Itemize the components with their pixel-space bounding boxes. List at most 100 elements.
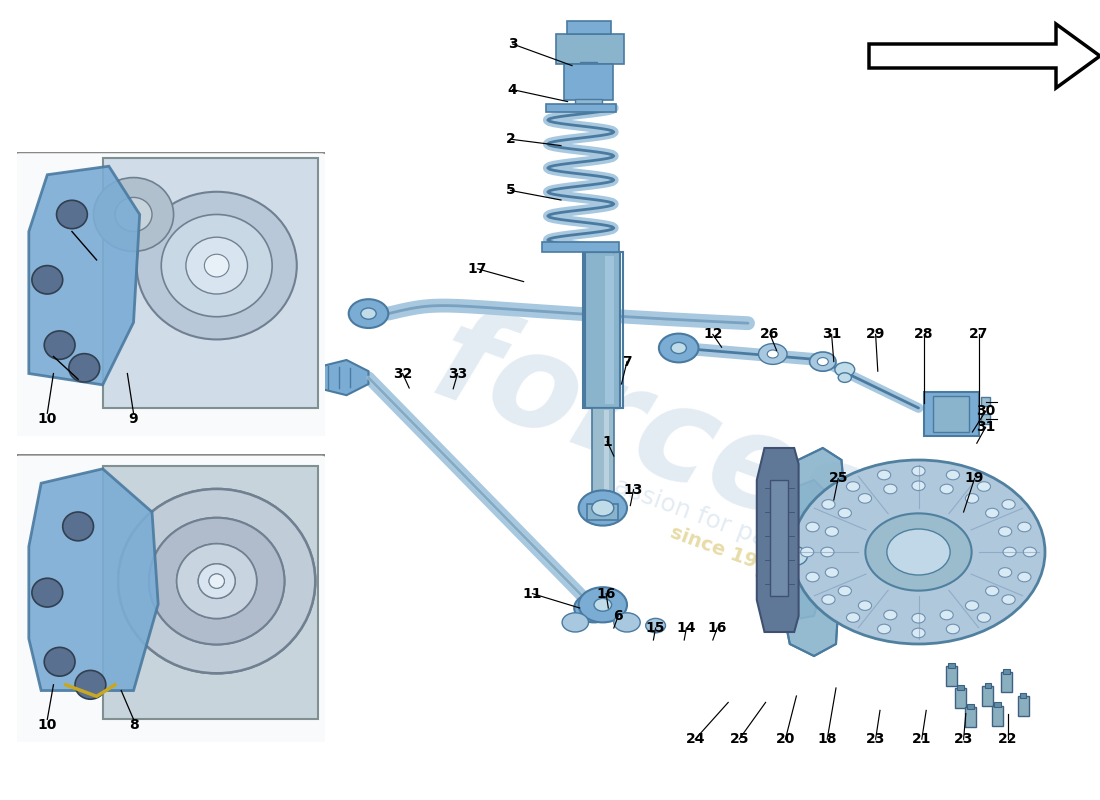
Circle shape xyxy=(878,470,891,480)
Text: 1: 1 xyxy=(603,434,612,449)
Text: 4: 4 xyxy=(508,82,517,97)
Text: 31: 31 xyxy=(822,327,842,342)
Circle shape xyxy=(858,494,871,503)
Text: 24: 24 xyxy=(685,732,705,746)
Circle shape xyxy=(999,568,1012,578)
Circle shape xyxy=(966,601,979,610)
Text: 18: 18 xyxy=(817,732,837,746)
Text: 14: 14 xyxy=(676,621,696,635)
Text: 25: 25 xyxy=(729,732,749,746)
Bar xyxy=(992,706,1003,726)
Circle shape xyxy=(878,624,891,634)
Circle shape xyxy=(821,547,834,557)
Circle shape xyxy=(986,508,999,518)
Circle shape xyxy=(349,299,388,328)
Bar xyxy=(933,396,969,432)
Circle shape xyxy=(847,613,860,622)
Circle shape xyxy=(825,526,838,536)
Circle shape xyxy=(806,522,820,532)
Bar xyxy=(981,397,990,406)
Bar xyxy=(605,256,614,404)
Circle shape xyxy=(361,308,376,319)
Circle shape xyxy=(858,601,871,610)
Circle shape xyxy=(825,568,838,578)
Text: 27: 27 xyxy=(969,327,989,342)
Text: 3: 3 xyxy=(508,37,517,51)
Text: since 1985: since 1985 xyxy=(668,523,784,581)
Circle shape xyxy=(659,334,698,362)
Circle shape xyxy=(592,500,614,516)
Text: 21: 21 xyxy=(912,732,932,746)
Circle shape xyxy=(912,614,925,623)
Bar xyxy=(1020,693,1026,698)
Circle shape xyxy=(1002,594,1015,604)
Circle shape xyxy=(946,624,959,634)
Bar xyxy=(957,685,964,690)
Circle shape xyxy=(562,613,588,632)
Circle shape xyxy=(801,547,814,557)
Bar xyxy=(948,663,955,668)
Text: 19: 19 xyxy=(965,471,985,486)
Circle shape xyxy=(579,587,627,622)
Bar xyxy=(982,686,993,706)
Text: 2: 2 xyxy=(506,132,515,146)
Bar xyxy=(946,666,957,686)
Circle shape xyxy=(671,342,686,354)
Text: 5: 5 xyxy=(506,183,515,198)
Circle shape xyxy=(822,500,835,510)
Circle shape xyxy=(822,594,835,604)
Bar xyxy=(546,104,616,112)
Text: 17: 17 xyxy=(468,262,487,276)
Circle shape xyxy=(977,613,990,622)
Circle shape xyxy=(838,586,851,596)
Circle shape xyxy=(912,481,925,490)
Text: 32: 32 xyxy=(393,366,412,381)
Circle shape xyxy=(594,598,612,611)
Circle shape xyxy=(758,344,786,364)
Polygon shape xyxy=(757,480,830,624)
Circle shape xyxy=(1023,547,1036,557)
Text: passion for parts: passion for parts xyxy=(595,469,802,563)
Bar xyxy=(587,504,618,520)
Circle shape xyxy=(946,470,959,480)
Text: 6: 6 xyxy=(614,609,623,623)
Bar xyxy=(604,410,609,502)
Circle shape xyxy=(1003,547,1016,557)
Circle shape xyxy=(817,358,828,366)
Text: 16: 16 xyxy=(707,621,727,635)
Bar xyxy=(955,688,966,708)
Text: 12: 12 xyxy=(703,327,723,342)
Text: 13: 13 xyxy=(624,482,644,497)
Text: 16: 16 xyxy=(596,586,616,601)
Circle shape xyxy=(646,618,666,633)
Circle shape xyxy=(781,546,807,566)
Text: 26: 26 xyxy=(760,327,780,342)
Text: 20: 20 xyxy=(776,732,795,746)
Circle shape xyxy=(986,586,999,596)
Polygon shape xyxy=(781,448,845,656)
Text: 30: 30 xyxy=(976,404,996,418)
Text: 11: 11 xyxy=(522,586,542,601)
Bar xyxy=(770,480,788,596)
Text: forces: forces xyxy=(417,298,892,574)
Bar xyxy=(580,62,597,72)
Circle shape xyxy=(999,526,1012,536)
Circle shape xyxy=(912,628,925,638)
Polygon shape xyxy=(308,360,369,395)
Text: 22: 22 xyxy=(998,732,1018,746)
Bar xyxy=(984,683,991,688)
Text: 28: 28 xyxy=(914,327,934,342)
Bar xyxy=(994,702,1001,707)
Circle shape xyxy=(940,610,954,620)
Circle shape xyxy=(810,352,836,371)
Bar xyxy=(583,252,623,408)
Bar xyxy=(542,242,619,252)
Bar xyxy=(967,704,974,709)
Circle shape xyxy=(1018,522,1031,532)
Circle shape xyxy=(1018,572,1031,582)
Circle shape xyxy=(806,572,820,582)
Circle shape xyxy=(574,594,614,622)
Text: 23: 23 xyxy=(954,732,974,746)
Circle shape xyxy=(977,482,990,491)
Bar xyxy=(575,99,602,104)
